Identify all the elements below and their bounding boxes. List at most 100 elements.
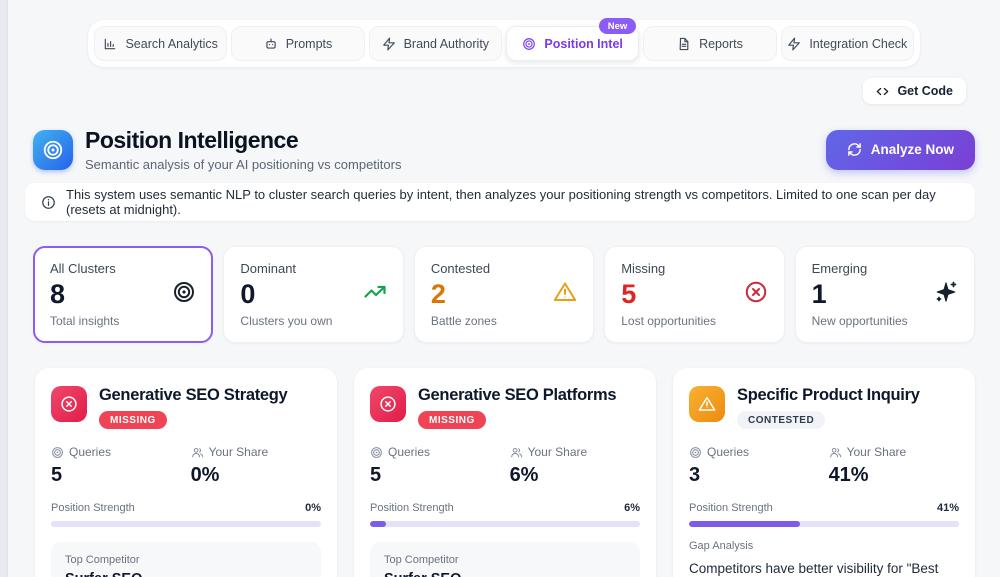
x-circle-icon <box>370 386 406 422</box>
top-competitor-name: Surfer SEO <box>65 571 307 577</box>
stat-card-all-clusters[interactable]: All Clusters 8 Total insights <box>33 246 214 343</box>
position-intelligence-app-icon <box>33 129 73 170</box>
page-subtitle: Semantic analysis of your AI positioning… <box>85 157 402 172</box>
tab-search-analytics[interactable]: Search Analytics <box>94 26 228 61</box>
get-code-label: Get Code <box>897 84 953 98</box>
stat-value: 8 <box>50 279 66 309</box>
stats-row: All Clusters 8 Total insights Dominant 0… <box>33 246 976 343</box>
stat-card-missing[interactable]: Missing 5 Lost opportunities <box>604 246 785 343</box>
tab-label: Position Intel <box>544 36 623 51</box>
stat-sub: Lost opportunities <box>621 314 716 328</box>
top-competitor-box: Top Competitor Surfer SEO 2 mentions • 4… <box>51 542 321 577</box>
cluster-card-generative-seo-platforms[interactable]: Generative SEO Platforms MISSING Queries… <box>354 368 656 577</box>
stat-value: 5 <box>621 279 637 309</box>
target-icon <box>371 446 382 458</box>
info-banner-text: This system uses semantic NLP to cluster… <box>66 187 936 217</box>
file-icon <box>679 37 689 50</box>
left-edge-strip <box>0 0 8 577</box>
top-competitor-label: Top Competitor <box>384 554 459 566</box>
info-icon <box>42 195 55 209</box>
queries-label: Queries <box>388 445 431 459</box>
tab-position-intel[interactable]: Position Intel New <box>505 18 640 61</box>
cluster-card-generative-seo-strategy[interactable]: Generative SEO Strategy MISSING Queries … <box>35 368 337 577</box>
users-icon <box>829 447 841 457</box>
info-banner: This system uses semantic NLP to cluster… <box>25 183 975 221</box>
top-competitor-label: Top Competitor <box>65 554 140 566</box>
users-icon <box>510 447 522 457</box>
stat-sub: New opportunities <box>811 314 908 328</box>
your-share-value: 6% <box>509 464 539 486</box>
stat-card-contested[interactable]: Contested 2 Battle zones <box>413 246 595 343</box>
stat-card-emerging[interactable]: Emerging 1 New opportunities <box>794 246 976 343</box>
new-badge: New <box>598 18 637 34</box>
tab-label: Search Analytics <box>125 36 218 51</box>
stat-label: Contested <box>430 261 491 276</box>
top-nav: Search Analytics Prompts Brand Authority… <box>88 18 920 67</box>
page-header: Position Intelligence Semantic analysis … <box>33 127 975 172</box>
position-strength-fill <box>689 521 800 527</box>
top-competitor-name: Surfer SEO <box>384 571 626 577</box>
status-badge: MISSING <box>99 411 167 429</box>
queries-label: Queries <box>69 445 112 459</box>
stat-label: All Clusters <box>50 261 116 276</box>
your-share-label: Your Share <box>846 445 907 459</box>
trending-up-icon <box>363 280 387 309</box>
position-strength-bar <box>689 521 959 527</box>
stat-value: 2 <box>430 279 446 309</box>
zap-icon <box>788 37 801 50</box>
cluster-title: Generative SEO Platforms <box>418 386 617 404</box>
tab-prompts[interactable]: Prompts <box>231 26 365 61</box>
code-icon <box>877 87 889 95</box>
status-badge: MISSING <box>418 411 486 429</box>
analyze-now-label: Analyze Now <box>870 142 954 157</box>
alert-triangle-icon <box>689 386 725 422</box>
sparkles-icon <box>934 280 958 309</box>
x-circle-icon <box>51 386 87 422</box>
cluster-card-specific-product-inquiry[interactable]: Specific Product Inquiry CONTESTED Queri… <box>673 368 975 577</box>
gap-analysis-label: Gap Analysis <box>689 540 754 552</box>
queries-value: 5 <box>370 464 382 486</box>
status-badge: CONTESTED <box>737 411 826 429</box>
x-circle-icon <box>744 280 768 309</box>
stat-sub: Clusters you own <box>240 314 333 328</box>
tab-label: Integration Check <box>809 36 908 51</box>
stat-label: Missing <box>621 261 666 276</box>
cluster-title: Specific Product Inquiry <box>737 386 920 404</box>
stat-sub: Battle zones <box>430 314 497 328</box>
target-icon <box>523 37 536 50</box>
queries-value: 3 <box>689 464 701 486</box>
target-icon <box>172 280 196 309</box>
target-icon <box>43 140 63 159</box>
position-strength-value: 0% <box>305 502 321 514</box>
stat-label: Dominant <box>240 261 297 276</box>
tab-brand-authority[interactable]: Brand Authority <box>368 26 502 61</box>
alert-triangle-icon <box>553 280 577 309</box>
position-strength-label: Position Strength <box>689 502 773 514</box>
bot-icon <box>266 37 276 49</box>
position-strength-bar <box>51 521 321 527</box>
your-share-value: 0% <box>190 464 220 486</box>
queries-label: Queries <box>707 445 750 459</box>
queries-value: 5 <box>51 464 63 486</box>
refresh-icon <box>847 143 861 156</box>
stat-card-dominant[interactable]: Dominant 0 Clusters you own <box>223 246 404 343</box>
tab-label: Prompts <box>285 36 333 51</box>
tab-integration-check[interactable]: Integration Check <box>780 26 914 61</box>
analyze-now-button[interactable]: Analyze Now <box>825 129 975 170</box>
stat-sub: Total insights <box>50 314 120 328</box>
gap-analysis-text: Competitors have better visibility for "… <box>689 561 939 576</box>
clusters-row: Generative SEO Strategy MISSING Queries … <box>35 368 975 577</box>
tab-reports[interactable]: Reports <box>643 26 777 61</box>
your-share-label: Your Share <box>527 445 588 459</box>
header-texts: Position Intelligence Semantic analysis … <box>85 127 401 172</box>
get-code-button[interactable]: Get Code <box>863 78 966 104</box>
tab-label: Brand Authority <box>403 36 490 51</box>
position-strength-value: 41% <box>936 502 959 514</box>
position-strength-label: Position Strength <box>51 502 135 514</box>
target-icon <box>690 446 701 458</box>
target-icon <box>52 446 63 458</box>
zap-icon <box>382 37 395 50</box>
stat-value: 1 <box>811 279 827 309</box>
top-competitor-box: Top Competitor Surfer SEO 2 mentions • 4… <box>370 542 640 577</box>
position-strength-label: Position Strength <box>370 502 454 514</box>
